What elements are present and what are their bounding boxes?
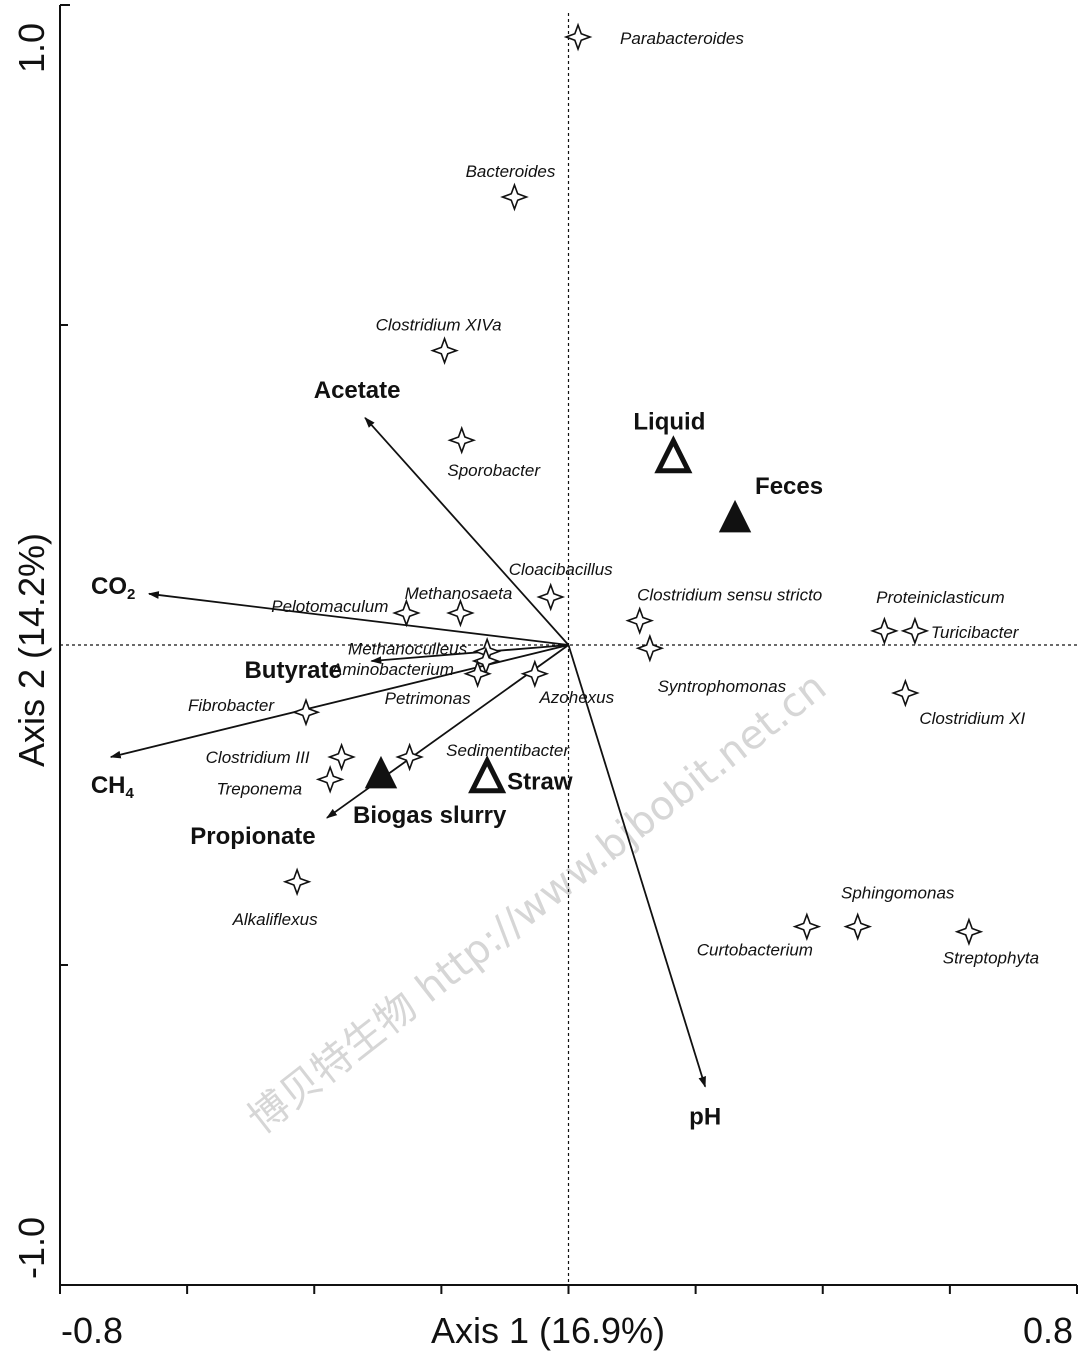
species-label-methanosaeta: Methanosaeta bbox=[405, 584, 513, 603]
species-label-bacteroides: Bacteroides bbox=[466, 162, 556, 181]
species-label-treponema: Treponema bbox=[216, 779, 302, 798]
y-tick-label-max: 1.0 bbox=[11, 23, 52, 73]
species-point-cloacibacillus bbox=[536, 582, 566, 612]
sample-label-liquid: Liquid bbox=[633, 408, 705, 435]
y-tick-label-min: -1.0 bbox=[11, 1217, 52, 1279]
sample-label-straw: Straw bbox=[507, 768, 573, 795]
species-point-sedimentibacter bbox=[395, 742, 424, 772]
watermark-text: 博贝特生物 http://www.bjbobit.net.cn bbox=[240, 664, 835, 1143]
env-vector-arrow-acetate bbox=[364, 416, 570, 646]
species-label-streptophyta: Streptophyta bbox=[943, 949, 1039, 968]
species-label-methanoculleus: Methanoculleus bbox=[348, 639, 468, 658]
species-point-syntrophomonas bbox=[635, 633, 665, 663]
species-label-proteiniclasticum: Proteiniclasticum bbox=[876, 588, 1005, 607]
env-vector-label-butyrate: Butyrate bbox=[244, 657, 341, 684]
sample-label-biogas-slurry: Biogas slurry bbox=[353, 802, 507, 829]
species-point-streptophyta bbox=[954, 917, 984, 947]
env-vector-label-acetate: Acetate bbox=[314, 377, 401, 404]
species-label-turicibacter: Turicibacter bbox=[931, 623, 1020, 642]
sample-point-liquid bbox=[654, 435, 693, 474]
species-label-syntrophomonas: Syntrophomonas bbox=[658, 677, 787, 696]
env-vector-label-propionate: Propionate bbox=[190, 823, 315, 850]
species-point-curtobacterium bbox=[792, 912, 822, 941]
sample-point-feces bbox=[718, 499, 752, 533]
species-label-parabacteroides: Parabacteroides bbox=[620, 29, 744, 48]
species-point-azohexus bbox=[520, 659, 550, 689]
species-label-aminobacterium: Aminobacterium bbox=[330, 660, 454, 679]
species-label-fibrobacter: Fibrobacter bbox=[188, 696, 275, 715]
species-point-clostridium-sensu-stricto bbox=[625, 606, 655, 636]
env-vector-label-ph: pH bbox=[689, 1104, 721, 1131]
species-point-proteiniclasticum bbox=[870, 616, 899, 646]
sample-label-feces: Feces bbox=[755, 473, 823, 500]
env-vector-label-ch4: CH4 bbox=[91, 772, 135, 802]
sample-point-straw bbox=[468, 755, 507, 794]
x-axis-title: Axis 1 (16.9%) bbox=[431, 1310, 665, 1351]
species-label-clostridium-xiva: Clostridium XIVa bbox=[376, 316, 502, 335]
env-vector-label-co2: CO2 bbox=[91, 573, 135, 603]
species-point-sphingomonas bbox=[843, 912, 873, 941]
species-point-methanosaeta bbox=[446, 598, 475, 628]
env-vector-arrow-co2 bbox=[147, 591, 569, 646]
species-point-bacteroides bbox=[500, 182, 529, 212]
species-label-curtobacterium: Curtobacterium bbox=[697, 941, 813, 960]
species-point-clostridium-xi bbox=[891, 678, 920, 708]
species-point-alkaliflexus bbox=[282, 867, 312, 897]
env-vector-arrow-ph bbox=[567, 644, 707, 1088]
species-label-sphingomonas: Sphingomonas bbox=[841, 884, 955, 903]
species-label-clostridium-iii: Clostridium III bbox=[206, 748, 310, 767]
species-label-clostridium-sensu-stricto: Clostridium sensu stricto bbox=[637, 586, 822, 605]
species-label-clostridium-xi: Clostridium XI bbox=[919, 709, 1025, 728]
species-point-sporobacter bbox=[447, 425, 477, 455]
species-label-sedimentibacter: Sedimentibacter bbox=[446, 741, 570, 760]
env-vector-arrow-butyrate bbox=[370, 644, 569, 665]
species-label-sporobacter: Sporobacter bbox=[447, 461, 541, 480]
x-tick-label-min: -0.8 bbox=[61, 1310, 123, 1351]
species-point-clostridium-iii bbox=[327, 742, 356, 772]
species-point-treponema bbox=[315, 765, 345, 794]
species-point-pelotomaculum bbox=[392, 598, 421, 628]
x-tick-label-max: 0.8 bbox=[1023, 1310, 1073, 1351]
species-label-pelotomaculum: Pelotomaculum bbox=[271, 597, 388, 616]
species-label-azohexus: Azohexus bbox=[538, 688, 614, 707]
sample-point-biogas-slurry bbox=[364, 755, 398, 789]
species-point-clostridium-xiva bbox=[430, 336, 459, 365]
species-point-turicibacter bbox=[900, 616, 930, 646]
species-label-petrimonas: Petrimonas bbox=[385, 689, 471, 708]
species-label-alkaliflexus: Alkaliflexus bbox=[232, 910, 319, 929]
species-point-petrimonas bbox=[463, 659, 492, 689]
species-label-cloacibacillus: Cloacibacillus bbox=[509, 560, 613, 579]
y-axis-title: Axis 2 (14.2%) bbox=[11, 533, 52, 767]
species-point-parabacteroides bbox=[563, 22, 593, 52]
species-point-fibrobacter bbox=[291, 697, 321, 727]
